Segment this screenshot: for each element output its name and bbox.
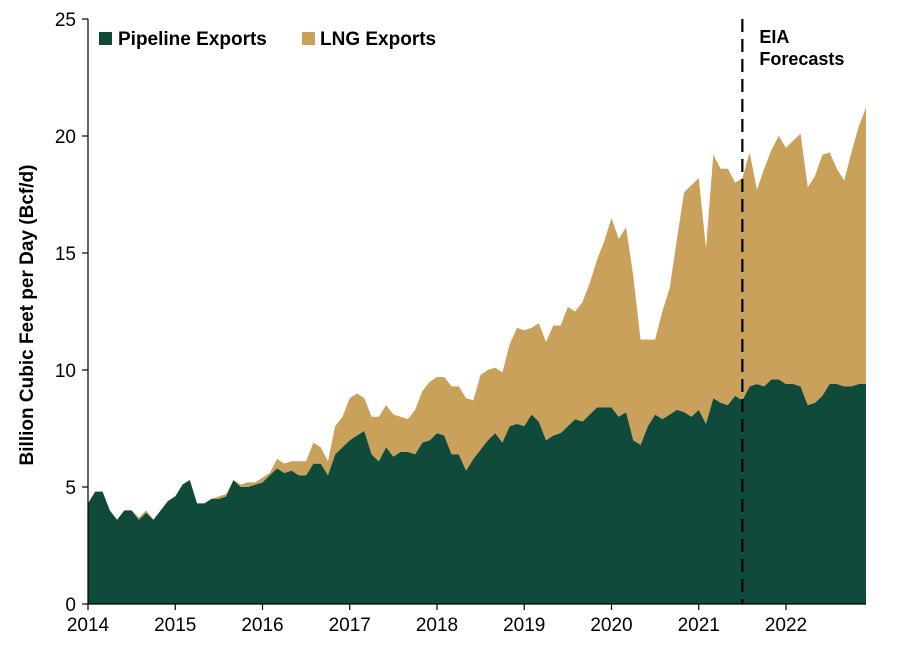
- x-tick-label: 2022: [765, 615, 807, 636]
- area-lng-exports: [88, 107, 866, 520]
- x-tick-label: 2014: [67, 615, 110, 636]
- y-axis-label: Billion Cubic Feet per Day (Bcf/d): [17, 165, 38, 466]
- y-tick-label: 20: [55, 127, 76, 148]
- y-tick-label: 25: [55, 10, 76, 31]
- forecast-label-line-1: EIA: [759, 27, 789, 47]
- x-ticks: 2014 2015 2016 2017 2018 2019 2020 2021 2022: [67, 604, 807, 636]
- x-tick-label: 2017: [329, 615, 371, 636]
- y-tick-label: 10: [55, 361, 76, 382]
- area-pipeline-exports: [88, 379, 866, 604]
- forecast-label-line-2: Forecasts: [759, 49, 844, 69]
- y-ticks: 0 5 10 15 20 25: [55, 10, 88, 616]
- axes: [87, 19, 866, 605]
- x-tick-label: 2015: [154, 615, 196, 636]
- legend-swatch-pipeline: [99, 32, 112, 45]
- y-tick-label: 0: [65, 595, 76, 616]
- legend-label-lng: LNG Exports: [320, 29, 436, 50]
- x-tick-label: 2018: [416, 615, 458, 636]
- area-series-group: [88, 107, 866, 604]
- x-tick-label: 2016: [241, 615, 283, 636]
- y-tick-label: 5: [65, 478, 76, 499]
- x-tick-label: 2020: [590, 615, 632, 636]
- y-tick-label: 15: [55, 244, 76, 265]
- x-tick-label: 2021: [678, 615, 720, 636]
- legend-label-pipeline: Pipeline Exports: [118, 29, 267, 50]
- legend-swatch-lng: [302, 32, 315, 45]
- x-tick-label: 2019: [503, 615, 545, 636]
- legend: Pipeline Exports LNG Exports: [99, 29, 436, 50]
